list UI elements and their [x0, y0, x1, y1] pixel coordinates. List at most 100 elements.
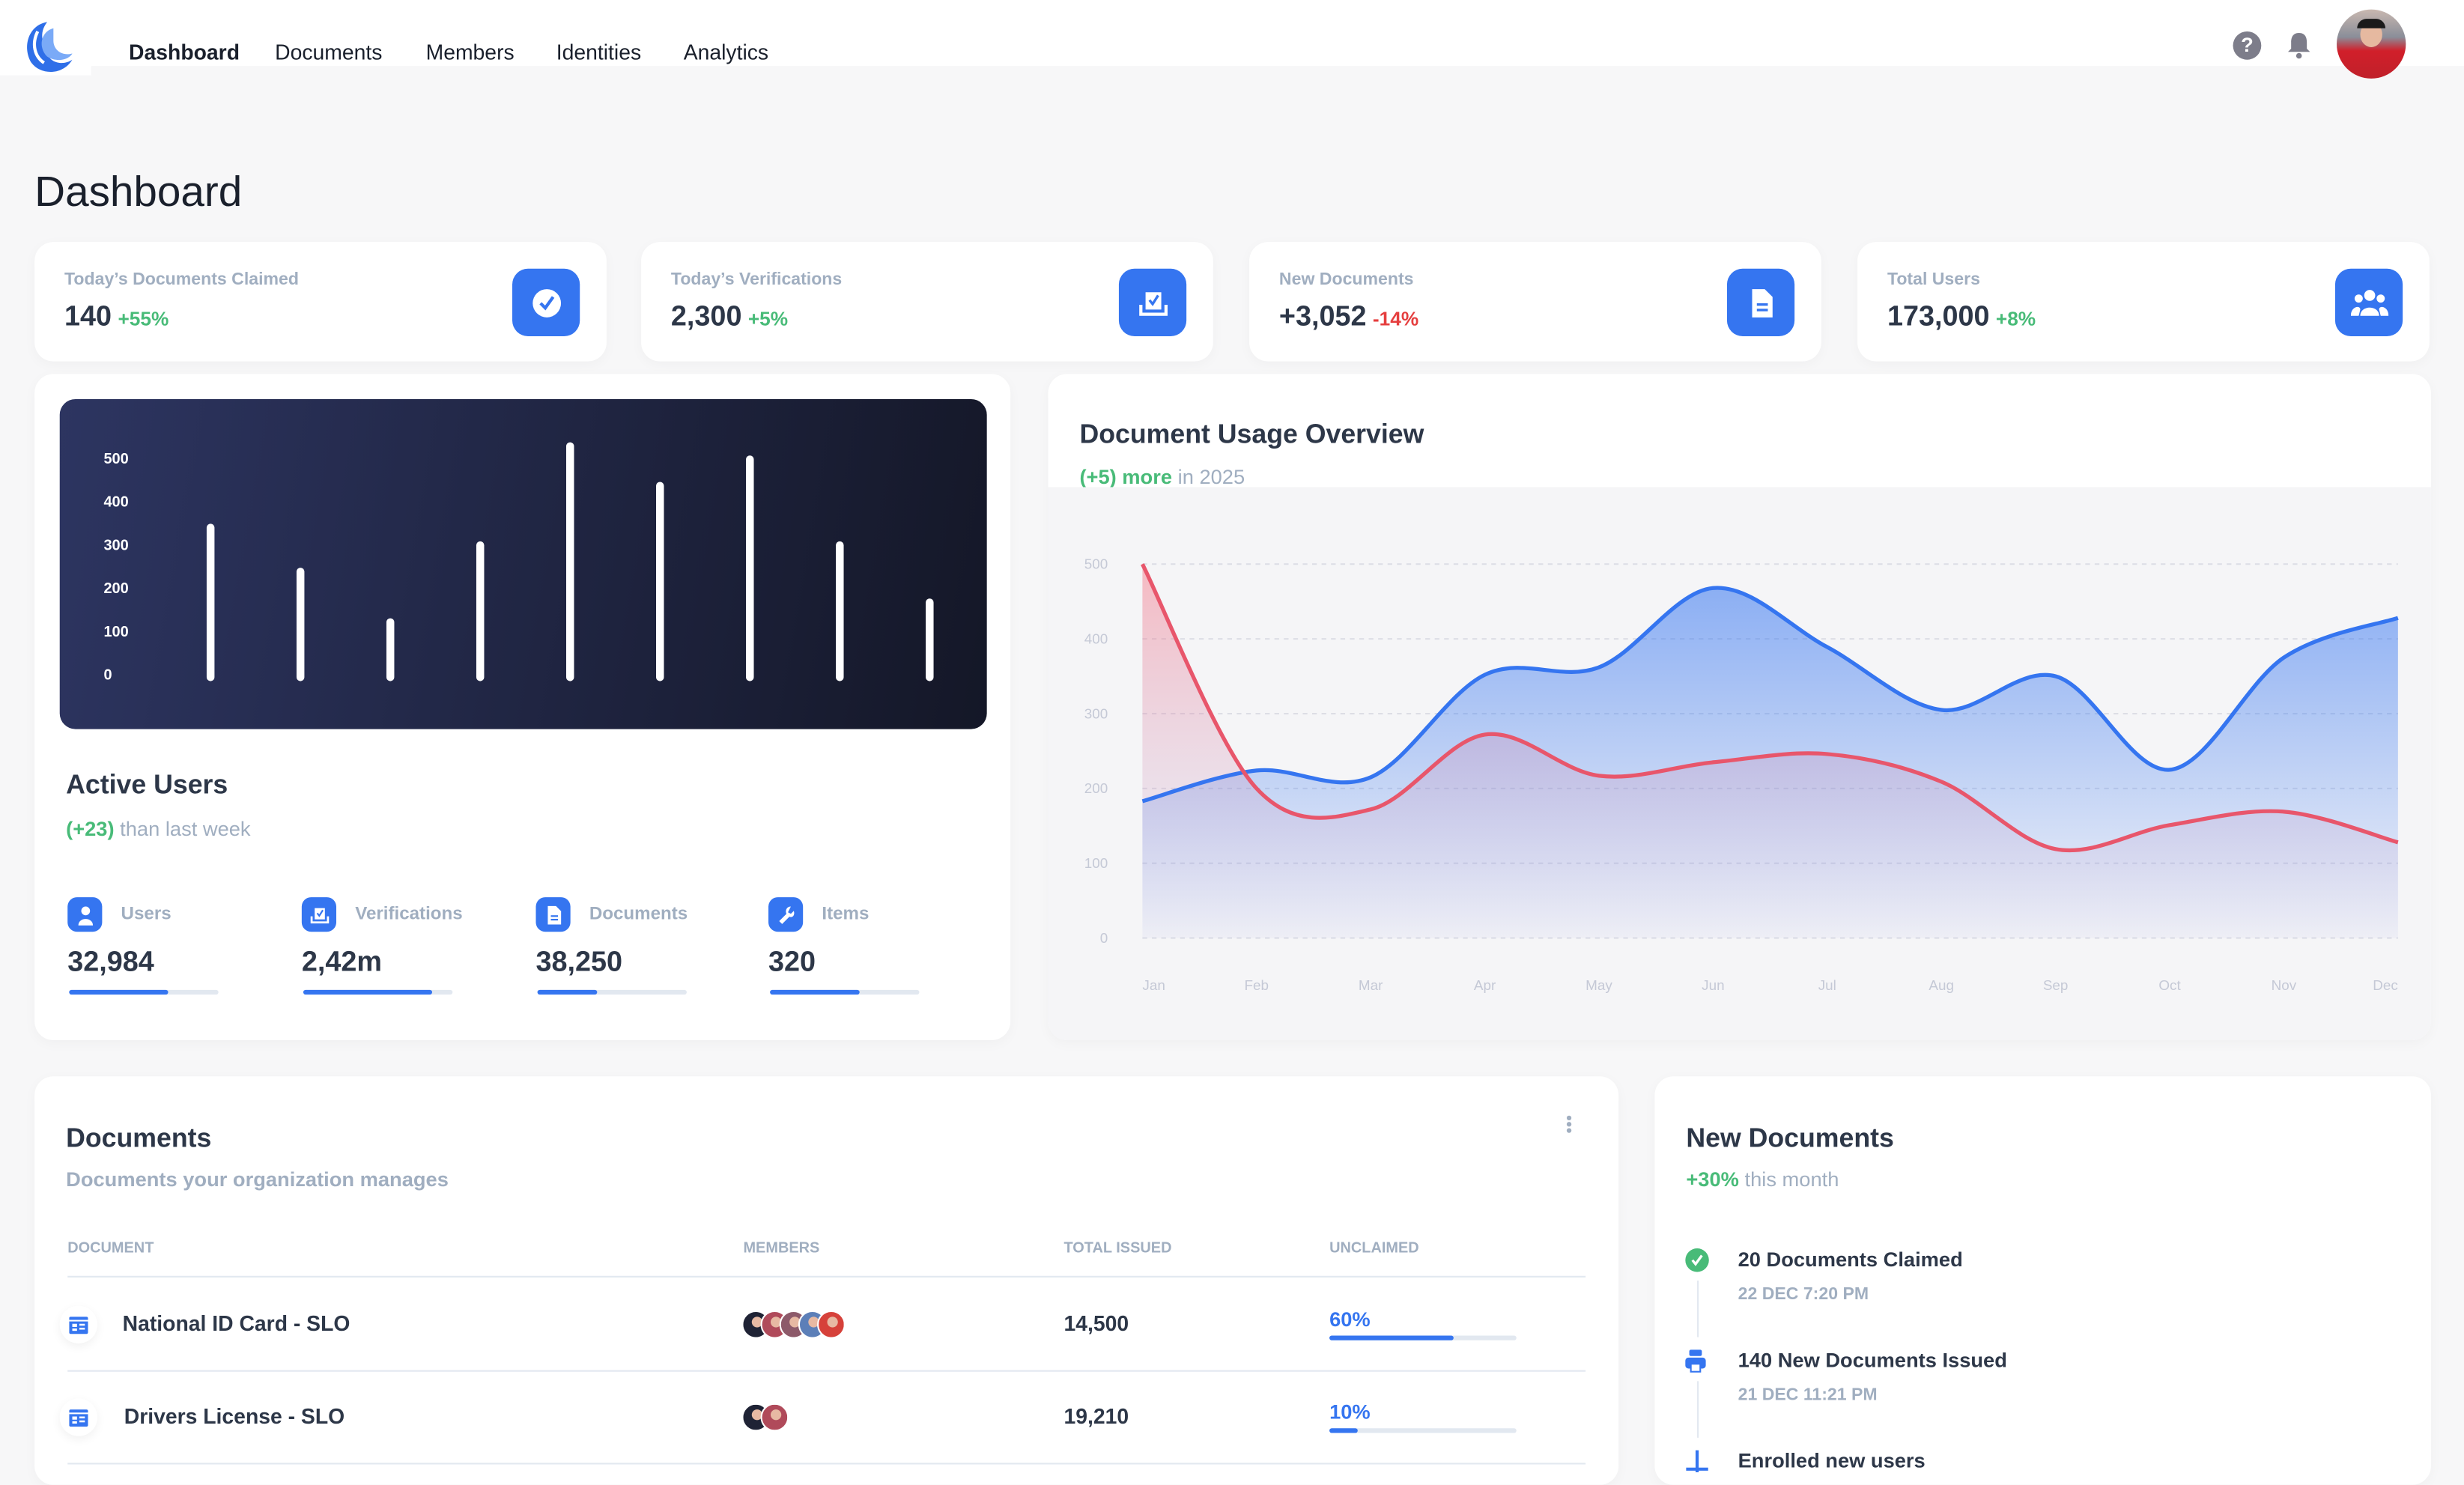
verification-tray-icon	[1118, 268, 1187, 337]
metric-progress-fill	[537, 989, 598, 995]
active-users-bar-chart: 500 400 300 200 100 0	[59, 398, 987, 729]
column-total-issued[interactable]: TOTAL ISSUED	[1063, 1239, 1172, 1257]
new-documents-change: +30%	[1686, 1167, 1739, 1191]
documents-card: Documents Documents your organization ma…	[34, 1076, 1619, 1485]
stat-change: -14%	[1372, 308, 1419, 330]
y-tick: 100	[1084, 856, 1108, 872]
stat-value: 140 +55%	[64, 300, 169, 333]
logo[interactable]	[0, 0, 91, 76]
bar-y-tick: 500	[103, 451, 128, 467]
x-tick: Mar	[1359, 978, 1383, 994]
column-unclaimed[interactable]: UNCLAIMED	[1329, 1239, 1419, 1257]
total-issued: 14,500	[1063, 1311, 1129, 1336]
document-name[interactable]: Drivers License - SLO	[124, 1404, 345, 1429]
help-icon[interactable]: ?	[2233, 31, 2262, 60]
printer-icon	[1684, 1348, 1710, 1373]
plus-icon	[1684, 1449, 1710, 1475]
series-area	[1142, 564, 2398, 938]
timeline-title: 140 New Documents Issued	[1738, 1348, 2007, 1372]
stat-label: Today’s Verifications	[670, 270, 843, 290]
active-users-change-suffix: than last week	[120, 817, 251, 841]
column-document[interactable]: DOCUMENT	[67, 1239, 154, 1257]
users-icon	[2334, 268, 2403, 337]
unclaimed-progress	[1329, 1428, 1517, 1433]
active-users-change: (+23)	[66, 817, 115, 841]
top-bar	[0, 0, 2464, 67]
divider	[67, 1463, 1586, 1465]
bar-y-tick: 400	[103, 494, 128, 511]
x-tick: Jul	[1818, 978, 1836, 994]
x-tick: Jan	[1142, 978, 1165, 994]
metric-label: Verifications	[355, 905, 463, 924]
document-usage-card: Document Usage Overview (+5) more in 202…	[1048, 374, 2431, 1041]
id-card-icon	[59, 1398, 98, 1436]
user-avatar[interactable]	[2337, 9, 2406, 79]
id-card-icon	[59, 1305, 98, 1343]
usage-chart-area: 500 400 300 200 100 0 Jan Feb Mar Apr May Jun Jul Aug…	[1048, 487, 2431, 1041]
stat-change: +8%	[1995, 308, 2036, 330]
timeline-time: 21 DEC 11:21 PM	[1738, 1385, 1878, 1405]
member-avatar[interactable]	[817, 1310, 846, 1339]
usage-suffix: in 2025	[1177, 465, 1245, 489]
metric-value: 32,984	[67, 946, 154, 978]
unclaimed-progress	[1329, 1335, 1517, 1340]
stat-number: 140	[64, 300, 112, 332]
timeline-title: Enrolled new users	[1738, 1448, 1926, 1473]
nav-analytics[interactable]: Analytics	[683, 40, 769, 65]
unclaimed-progress-fill	[1329, 1428, 1358, 1433]
timeline-time: 22 DEC 7:20 PM	[1738, 1285, 1869, 1305]
unclaimed-progress-fill	[1329, 1335, 1453, 1340]
metric-label: Users	[121, 905, 172, 924]
more-options-icon[interactable]	[1564, 1114, 1574, 1140]
document-name[interactable]: National ID Card - SLO	[122, 1311, 351, 1336]
timeline-connector	[1696, 1381, 1699, 1438]
stat-label: Today’s Documents Claimed	[64, 270, 299, 290]
y-tick: 500	[1084, 557, 1108, 573]
metric-value: 320	[768, 946, 816, 978]
nav-documents[interactable]: Documents	[275, 40, 383, 65]
metric-value: 38,250	[535, 946, 623, 978]
bar-y-tick: 0	[103, 666, 112, 683]
nav-members[interactable]: Members	[425, 40, 515, 65]
usage-subtitle: (+5) more in 2025	[1079, 465, 1245, 488]
y-tick: 0	[1100, 931, 1108, 947]
documents-subtitle: Documents your organization manages	[66, 1167, 449, 1191]
bar-y-tick: 100	[103, 624, 128, 640]
stat-value: 2,300 +5%	[671, 300, 788, 333]
timeline-title: 20 Documents Claimed	[1738, 1247, 1963, 1272]
member-avatars	[741, 1310, 867, 1339]
metric-progress	[537, 989, 687, 995]
usage-change: (+5) more	[1079, 465, 1173, 489]
divider	[67, 1275, 1586, 1278]
page-title: Dashboard	[34, 168, 243, 216]
total-issued: 19,210	[1063, 1404, 1129, 1429]
x-tick: Oct	[2158, 978, 2181, 994]
check-circle-icon	[1684, 1248, 1710, 1273]
stat-card: Today’s Documents Claimed 140 +55%	[34, 242, 607, 362]
member-avatars	[741, 1403, 867, 1432]
series-line	[1141, 563, 2399, 853]
x-tick: Sep	[2043, 978, 2069, 994]
stat-card: New Documents +3,052 -14%	[1249, 242, 1821, 362]
x-tick: Aug	[1929, 978, 1954, 994]
stat-value: +3,052 -14%	[1279, 300, 1418, 333]
nav-identities[interactable]: Identities	[556, 40, 642, 65]
stat-value: 173,000 +8%	[1887, 300, 2036, 333]
wrench-icon	[768, 897, 804, 932]
nav-dashboard[interactable]: Dashboard	[129, 40, 240, 65]
stat-change: +5%	[747, 308, 789, 330]
column-members[interactable]: MEMBERS	[743, 1239, 820, 1257]
y-tick: 200	[1084, 781, 1108, 797]
metric-progress	[770, 989, 920, 995]
document-icon	[1726, 268, 1795, 337]
bell-icon[interactable]	[2287, 31, 2312, 60]
timeline-connector	[1696, 1281, 1699, 1337]
member-avatar[interactable]	[760, 1403, 789, 1432]
stat-card: Total Users 173,000 +8%	[1857, 242, 2430, 362]
unclaimed-percent: 10%	[1329, 1400, 1371, 1424]
metric-value: 2,42m	[301, 946, 382, 978]
stat-change: +55%	[118, 308, 169, 330]
bar-y-tick: 300	[103, 537, 128, 553]
active-users-title: Active Users	[66, 770, 228, 800]
metric-progress-fill	[69, 989, 168, 995]
